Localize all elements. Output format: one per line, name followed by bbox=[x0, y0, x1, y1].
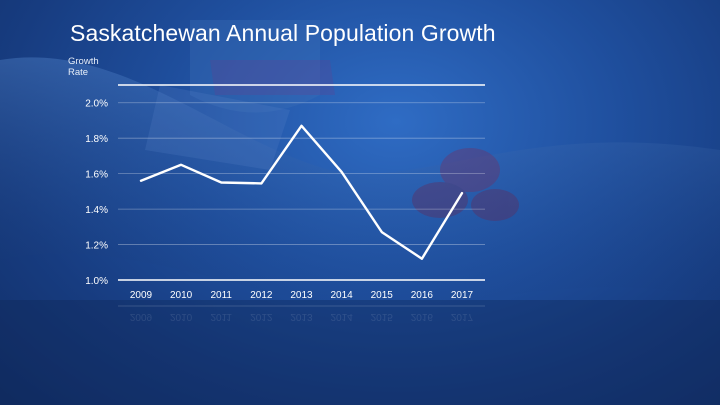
x-tick-reflection: 2011 bbox=[210, 311, 232, 322]
x-tick-label: 2016 bbox=[411, 290, 434, 301]
y-axis-label: Growth Rate bbox=[68, 56, 99, 78]
x-tick-reflection: 2014 bbox=[331, 311, 354, 322]
growth-rate-line bbox=[139, 124, 464, 260]
x-tick-label: 2009 bbox=[130, 290, 153, 301]
x-tick-reflection: 2009 bbox=[130, 311, 153, 322]
x-tick-label: 2013 bbox=[290, 290, 313, 301]
x-tick-reflection: 2010 bbox=[170, 311, 193, 322]
y-tick-label: 1.2% bbox=[85, 241, 108, 252]
y-tick-label: 1.4% bbox=[85, 205, 108, 216]
x-tick-label: 2010 bbox=[170, 290, 193, 301]
x-tick-label: 2011 bbox=[210, 290, 232, 301]
x-tick-label: 2014 bbox=[331, 290, 354, 301]
x-tick-label: 2015 bbox=[371, 290, 394, 301]
x-tick-reflection: 2012 bbox=[250, 311, 273, 322]
y-tick-label: 1.0% bbox=[85, 276, 108, 287]
y-tick-label: 2.0% bbox=[85, 99, 108, 110]
x-tick-reflection: 2017 bbox=[451, 311, 474, 322]
x-tick-reflection: 2013 bbox=[290, 311, 313, 322]
x-tick-label: 2017 bbox=[451, 290, 474, 301]
x-tick-reflection: 2015 bbox=[371, 311, 394, 322]
x-tick-label: 2012 bbox=[250, 290, 273, 301]
chart-title: Saskatchewan Annual Population Growth bbox=[70, 20, 496, 46]
y-tick-label: 1.6% bbox=[85, 170, 108, 181]
x-tick-reflection: 2016 bbox=[411, 311, 434, 322]
y-tick-label: 1.8% bbox=[85, 134, 108, 145]
